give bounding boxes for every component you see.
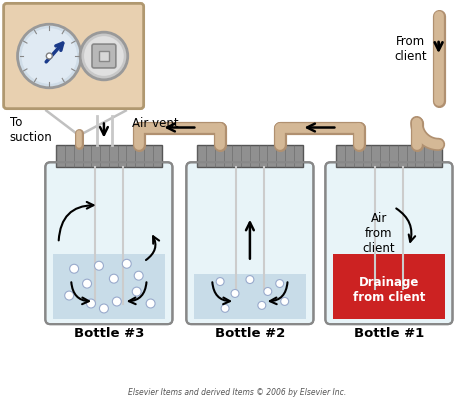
Circle shape [94,261,103,270]
Circle shape [84,36,124,76]
Circle shape [46,53,52,59]
Circle shape [100,304,109,313]
FancyBboxPatch shape [186,162,313,324]
Text: Bottle #2: Bottle #2 [215,327,285,340]
Bar [56,145,162,167]
Text: To
suction: To suction [9,116,52,143]
Bar [53,254,164,319]
Circle shape [264,287,272,295]
Polygon shape [425,257,437,266]
Circle shape [281,297,289,305]
Circle shape [276,280,283,287]
Circle shape [422,258,439,276]
Text: From
client: From client [394,35,427,63]
FancyBboxPatch shape [46,162,173,324]
Bar [194,274,306,319]
Circle shape [21,28,77,84]
Circle shape [109,274,118,283]
Bar [333,254,445,319]
Bar [99,51,109,61]
Circle shape [70,264,79,273]
Circle shape [258,301,266,310]
Text: Air
from
client: Air from client [363,212,395,255]
Circle shape [80,32,128,80]
Circle shape [134,271,143,280]
Bar [336,145,442,167]
Circle shape [18,24,81,88]
Circle shape [221,304,229,312]
FancyBboxPatch shape [4,3,144,109]
Circle shape [216,278,224,285]
Circle shape [122,259,131,268]
Text: Elsevier Items and derived Items © 2006 by Elsevier Inc.: Elsevier Items and derived Items © 2006 … [128,388,346,397]
Text: Air vent: Air vent [132,117,178,130]
Text: Bottle #3: Bottle #3 [73,327,144,340]
Circle shape [246,276,254,284]
FancyBboxPatch shape [325,162,453,324]
Circle shape [64,291,73,300]
Circle shape [231,289,239,297]
Bar [197,145,302,167]
Circle shape [87,299,95,308]
Circle shape [146,299,155,308]
Text: Drainage
from client: Drainage from client [353,276,425,304]
Text: Bottle #1: Bottle #1 [354,327,424,340]
Circle shape [132,287,141,296]
FancyBboxPatch shape [92,44,116,68]
Circle shape [82,279,91,288]
Circle shape [112,297,121,306]
